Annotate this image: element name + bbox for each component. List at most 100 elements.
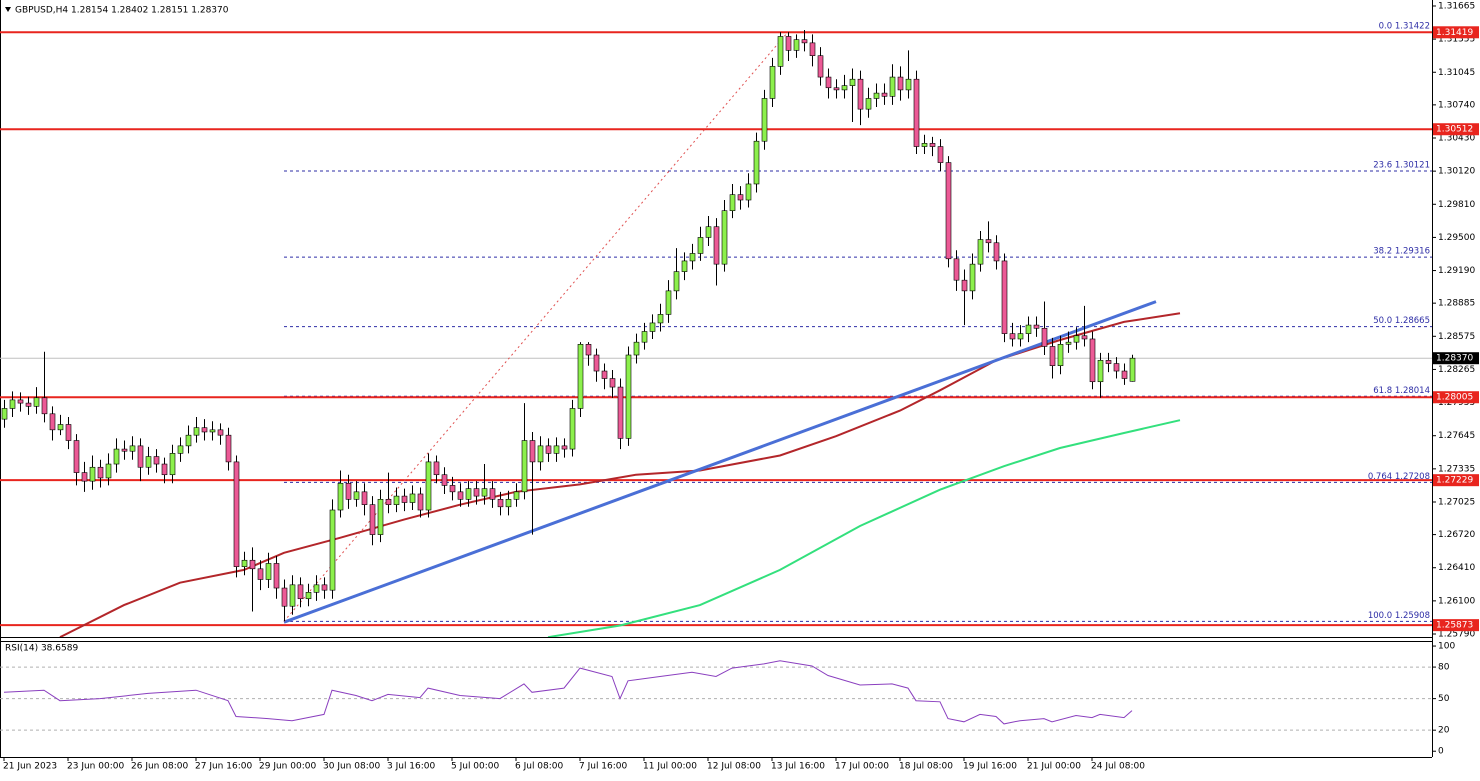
candle-body [953,258,960,281]
rsi-line [3,660,1133,725]
candle-body [449,485,456,493]
price-box [1433,123,1479,136]
candle-body [913,78,920,147]
candle-body [721,210,728,265]
candle-body [817,55,824,78]
candle-body [25,402,32,407]
candle-body [1001,260,1008,334]
x-tick-label: 19 Jul 16:00 [963,762,1017,772]
candle-body [801,39,808,44]
candle-body [345,482,352,500]
candle-body [169,453,176,476]
candle-body [849,78,856,86]
candle-body [297,584,304,600]
candle-body [553,445,560,454]
candle-body [337,482,344,511]
candle-body [537,445,544,463]
candle-body [209,429,216,433]
fib-label: 0.764 1.27208 [1368,472,1430,482]
y-tick-label: 1.30430 [1438,134,1475,144]
chart-title: GBPUSD,H4 1.28154 1.28402 1.28151 1.2837… [15,6,229,16]
y-tick-label: 1.27645 [1438,431,1475,441]
fib-label: 50.0 1.28665 [1373,316,1430,326]
candle-body [89,466,96,482]
price-box-label: 1.28005 [1436,393,1473,403]
candle-body [809,42,816,56]
x-tick-label: 3 Jul 16:00 [387,762,436,772]
candle-body [769,66,776,99]
candle-body [489,488,496,500]
candle-body [625,354,632,439]
x-tick-label: 21 Jul 00:00 [1027,762,1081,772]
candle-body [737,194,744,201]
candle-body [921,143,928,147]
x-tick-label: 24 Jul 08:00 [1091,762,1145,772]
candle-body [137,445,144,468]
candle-body [49,413,56,431]
candle-body [969,263,976,292]
x-tick-label: 21 Jun 2023 [3,762,57,772]
y-tick-label: 1.31355 [1438,35,1475,45]
y-tick-label: 1.28575 [1438,332,1475,342]
candle-body [681,260,688,272]
y-tick-label: 1.27025 [1438,497,1475,507]
candle-body [665,290,672,315]
candle-body [633,341,640,356]
candle-body [369,504,376,535]
x-tick-label: 5 Jul 00:00 [451,762,500,772]
current-price-box [1433,352,1479,365]
rsi-tick-label: 0 [1438,747,1444,757]
candle-body [577,344,584,409]
candle-body [441,474,448,486]
candle-body [121,448,128,452]
candle-body [1081,335,1088,340]
candle-body [841,85,848,91]
candle-body [41,397,48,415]
candle-body [1129,357,1136,382]
y-tick-label: 1.26720 [1438,530,1475,540]
candle-body [697,237,704,254]
candle-body [561,445,568,450]
candle-body [249,559,256,570]
candle-body [393,495,400,505]
x-tick-label: 18 Jul 08:00 [899,762,953,772]
candle-body [505,499,512,508]
candle-body [1,408,8,420]
candle-body [961,279,968,292]
candle-body [233,461,240,567]
candle-body [833,87,840,91]
rsi-tick-label: 80 [1438,663,1450,673]
candle-body [177,445,184,454]
candle-body [417,493,424,511]
candle-body [825,76,832,89]
y-tick-label: 1.29190 [1438,266,1475,276]
candle-body [689,253,696,262]
y-tick-label: 1.27335 [1438,464,1475,474]
candle-body [937,146,944,163]
candle-body [777,36,784,67]
candle-body [473,488,480,497]
fib-label: 38.2 1.29316 [1373,247,1430,257]
candle-body [1033,324,1040,329]
y-tick-label: 1.31665 [1438,1,1475,11]
candle-body [257,568,264,580]
candle-body [977,239,984,265]
candle-body [481,488,488,497]
y-tick-label: 1.26100 [1438,596,1475,606]
x-tick-label: 17 Jul 00:00 [835,762,889,772]
x-tick-label: 27 Jun 16:00 [195,762,252,772]
candle-body [945,162,952,260]
rsi-title: RSI(14) 38.6589 [5,644,78,654]
candle-body [601,370,608,379]
candle-body [1049,346,1056,366]
candle-body [585,344,592,356]
candle-body [1105,360,1112,364]
candle-body [1057,344,1064,366]
candle-body [313,584,320,593]
rsi-tick-label: 20 [1438,726,1450,736]
candle-body [73,440,80,473]
candle-body [1121,370,1128,379]
x-tick-label: 29 Jun 00:00 [259,762,316,772]
candle-body [705,226,712,238]
